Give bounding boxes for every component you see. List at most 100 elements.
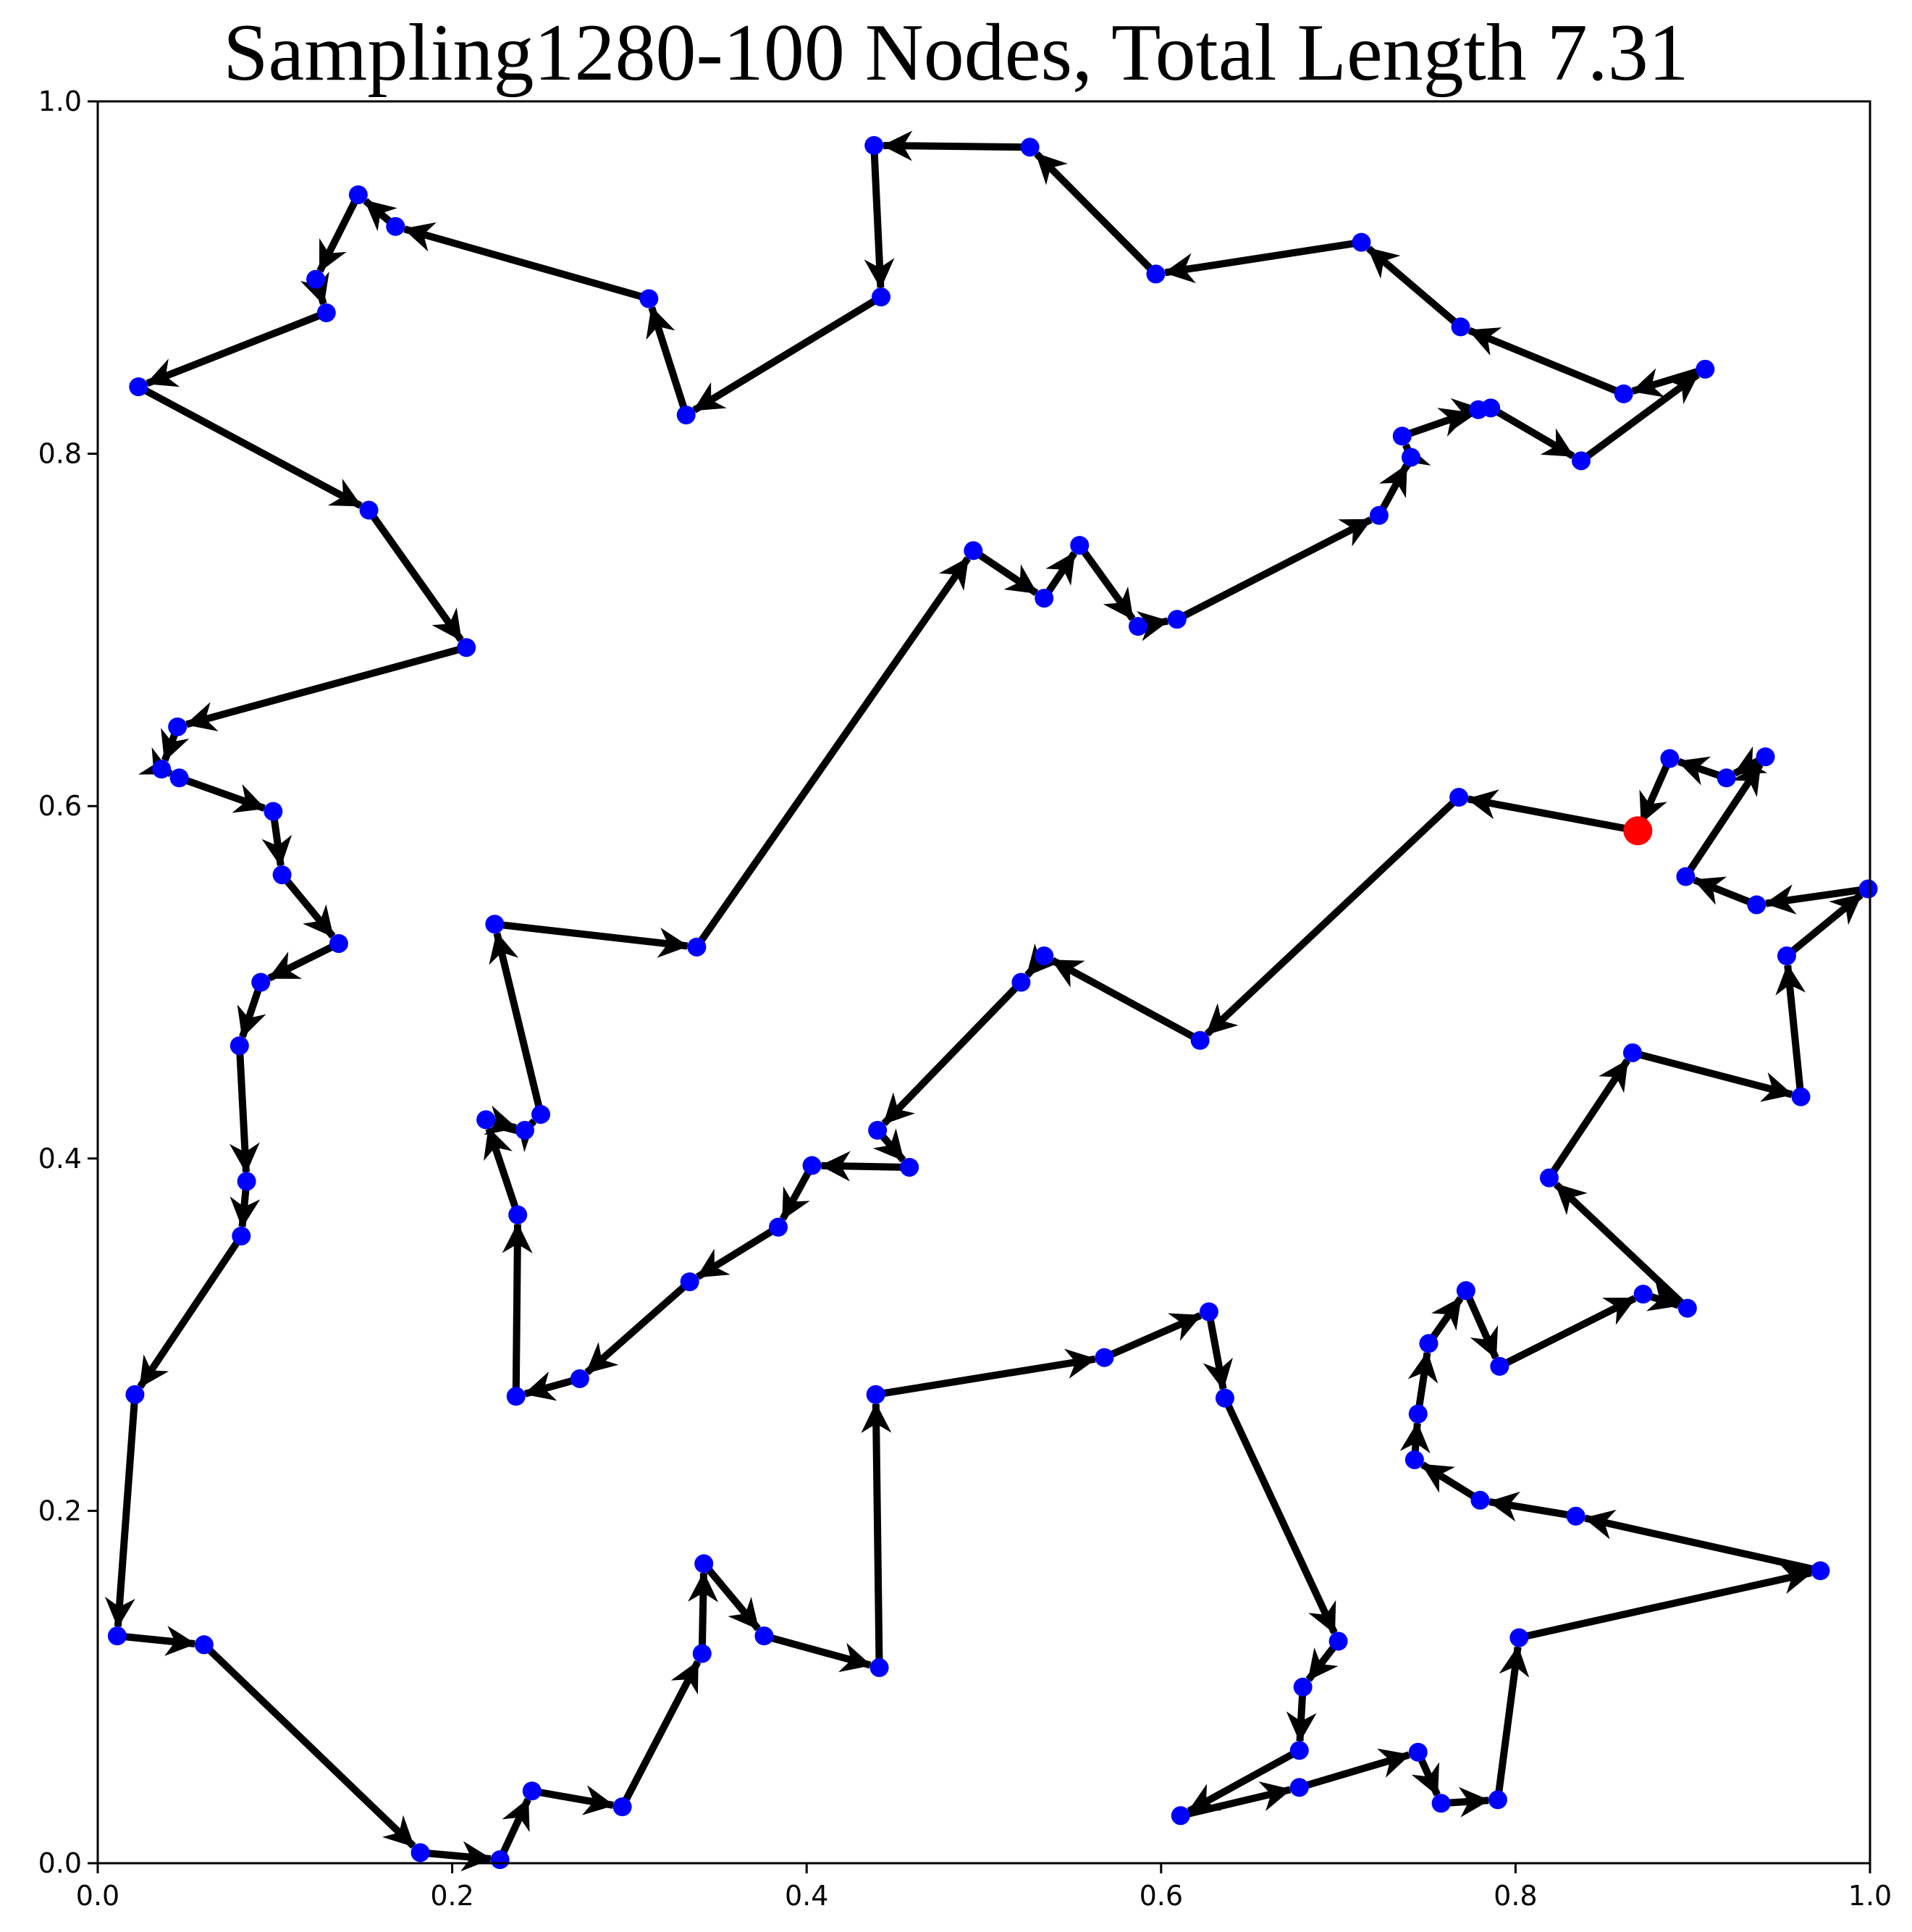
tour-edge: [1583, 1509, 1822, 1575]
tour-node: [1408, 1404, 1428, 1424]
tour-edge: [875, 1348, 1097, 1398]
tour-node: [869, 1658, 889, 1677]
tour-node: [232, 1226, 251, 1246]
tour-node: [1490, 1356, 1509, 1376]
tour-edge: [1498, 1295, 1637, 1370]
tour-node: [125, 1385, 145, 1404]
tour-edge: [1466, 789, 1639, 835]
y-tick-label: 0.4: [38, 1143, 82, 1175]
tour-node: [1011, 973, 1031, 992]
tour-node: [1352, 232, 1371, 252]
start-node: [1623, 816, 1653, 846]
tour-node: [1128, 617, 1147, 637]
tour-edge: [1518, 1564, 1813, 1642]
tour-edges: [104, 130, 1869, 1872]
tour-edge: [1631, 366, 1706, 398]
tour-edge: [267, 940, 341, 982]
tour-node: [1677, 1298, 1697, 1318]
tour-node: [692, 1644, 712, 1663]
tour-node: [694, 1554, 714, 1574]
tour-node: [457, 638, 476, 658]
tour-edge: [1784, 891, 1863, 959]
tour-node: [386, 217, 405, 236]
tour-node: [237, 1172, 256, 1191]
tour-edge: [646, 306, 690, 416]
tour-node: [1199, 1302, 1218, 1322]
tour-edge: [137, 1234, 245, 1389]
tour-edge: [1376, 463, 1410, 518]
tour-node: [169, 768, 189, 788]
tour-edge: [104, 1394, 139, 1629]
tour-node: [1035, 946, 1054, 966]
tour-node: [1622, 1043, 1642, 1062]
tour-edge: [1546, 1058, 1630, 1180]
tour-edge: [1420, 1461, 1483, 1504]
tour-node: [1566, 1506, 1585, 1526]
tour-edge: [688, 1571, 719, 1654]
tour-edge: [861, 1402, 892, 1668]
y-tick-label: 1.0: [38, 85, 82, 117]
tour-edge: [619, 1660, 702, 1809]
tour-node: [1419, 1334, 1439, 1353]
tour-edge: [1467, 327, 1625, 398]
tour-node: [476, 1110, 496, 1130]
tour-node: [1791, 1087, 1811, 1106]
tour-edge: [1103, 1312, 1202, 1361]
tour-edge: [1163, 238, 1363, 284]
tour-node: [1035, 589, 1054, 608]
tour-edge: [502, 1222, 533, 1397]
tour-node: [229, 1036, 249, 1056]
tour-edge: [881, 980, 1024, 1127]
x-tick-label: 0.8: [1494, 1880, 1537, 1912]
tour-node: [1404, 1450, 1424, 1469]
y-tick-label: 0.8: [38, 438, 82, 470]
tour-node: [1470, 1490, 1490, 1510]
tour-edge: [692, 293, 883, 413]
tour-edge: [494, 920, 689, 958]
tour-node: [306, 269, 326, 289]
tour-edge: [1488, 405, 1575, 460]
tour-edge: [237, 980, 266, 1038]
tour-edge: [1034, 151, 1159, 277]
y-axis: 0.0 0.2 0.4 0.6 0.8 1.0: [38, 85, 98, 1879]
tour-node: [1509, 1628, 1529, 1647]
tour-edge: [1050, 957, 1203, 1044]
tour-node: [522, 1781, 542, 1801]
tour-node: [868, 1120, 888, 1140]
tour-node: [680, 1272, 699, 1292]
tour-node: [1449, 788, 1469, 807]
tour-node: [508, 1205, 528, 1225]
tour-edge: [696, 1224, 780, 1280]
tour-node: [1747, 895, 1766, 915]
tour-edge: [531, 1785, 615, 1815]
tour-node: [316, 303, 336, 322]
tour-node: [1571, 451, 1591, 471]
tour-edge: [1366, 245, 1463, 330]
tour-edge: [1764, 884, 1869, 915]
tour-node: [359, 500, 379, 520]
tour-edge: [1693, 876, 1759, 909]
tour-node: [272, 865, 292, 885]
tour-node: [348, 185, 368, 204]
tour-edge: [1204, 794, 1462, 1037]
tour-node: [754, 1626, 774, 1646]
tour-node: [1328, 1631, 1348, 1651]
plot-frame: [96, 100, 1871, 1865]
tour-edge: [1179, 1781, 1292, 1820]
tour-edge: [366, 508, 464, 642]
tour-edge: [484, 1127, 521, 1217]
tour-node: [264, 802, 283, 821]
tour-node: [1190, 1030, 1210, 1050]
y-tick-label: 0.2: [38, 1495, 82, 1526]
tour-node: [485, 915, 505, 934]
x-tick-label: 0.6: [1140, 1880, 1183, 1912]
chart-title: Sampling1280-100 Nodes, Total Length 7.3…: [223, 8, 1689, 98]
tour-node: [1696, 359, 1715, 379]
tour-node: [152, 760, 172, 779]
tour-edge: [1553, 1181, 1690, 1311]
tour-node: [1481, 398, 1501, 418]
tour-edge: [864, 145, 895, 290]
y-tick-label: 0.0: [38, 1847, 82, 1879]
tour-edge: [763, 1632, 872, 1673]
tour-node: [687, 937, 707, 957]
